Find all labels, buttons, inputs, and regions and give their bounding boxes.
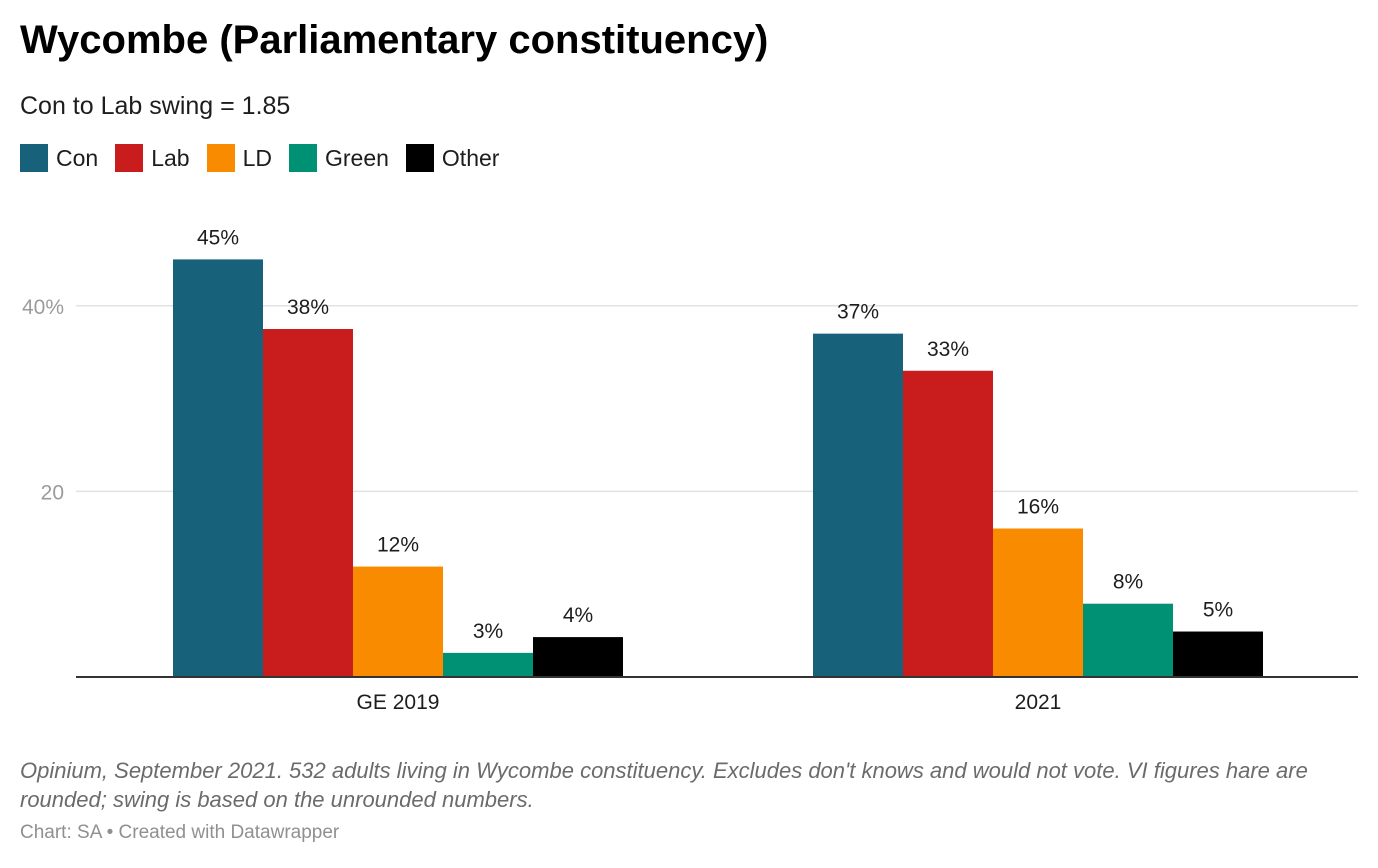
y-tick-label: 20 <box>41 481 64 504</box>
bar-con-1 <box>813 333 903 677</box>
legend-item-con: Con <box>20 144 98 172</box>
data-label: 8% <box>1113 571 1143 594</box>
bar-lab-1 <box>903 370 993 677</box>
data-label: 4% <box>563 604 593 627</box>
legend-swatch-con <box>20 144 48 172</box>
data-label: 45% <box>197 226 239 249</box>
data-label: 12% <box>377 534 419 557</box>
legend-label-lab: Lab <box>151 144 190 171</box>
data-label: 16% <box>1017 496 1059 519</box>
x-category-label: 2021 <box>1015 691 1062 714</box>
chart-subtitle: Con to Lab swing = 1.85 <box>20 92 291 120</box>
bar-green-0 <box>443 652 533 677</box>
legend-label-ld: LD <box>242 144 272 171</box>
legend-label-green: Green <box>324 144 389 171</box>
legend-swatch-lab <box>115 144 144 172</box>
data-label: 37% <box>837 301 879 324</box>
bar-ld-0 <box>353 566 443 677</box>
bar-green-1 <box>1083 603 1173 677</box>
chart-byline: Chart: SA • Created with Datawrapper <box>20 822 340 843</box>
legend-item-lab: Lab <box>115 144 190 172</box>
y-tick-label: 40% <box>22 296 64 319</box>
legend-swatch-green <box>288 144 317 172</box>
legend-item-other: Other <box>405 144 500 172</box>
data-label: 38% <box>287 296 329 319</box>
data-label: 33% <box>927 338 969 361</box>
bar-ld-1 <box>993 528 1083 677</box>
legend: Con Lab LD Green Other <box>20 144 516 172</box>
bar-chart: 20 40% 45% 37% 38% 33% 12% 16% 3% 8% 4% 5% GE 2019 20… <box>22 226 1358 714</box>
data-label: 5% <box>1203 599 1233 622</box>
legend-swatch-other <box>405 144 434 172</box>
legend-item-ld: LD <box>206 144 272 172</box>
x-category-label: GE 2019 <box>357 691 440 714</box>
legend-label-con: Con <box>56 144 99 171</box>
bar-other-1 <box>1173 631 1263 677</box>
legend-swatch-ld <box>206 144 235 172</box>
data-label: 3% <box>473 620 503 643</box>
source-notes: Opinium, September 2021. 532 adults livi… <box>20 758 1308 812</box>
bar-lab-0 <box>263 329 353 677</box>
bar-other-0 <box>533 637 623 677</box>
legend-label-other: Other <box>441 144 500 171</box>
legend-item-green: Green <box>288 144 389 172</box>
chart-title: Wycombe (Parliamentary constituency) <box>20 18 769 62</box>
bar-con-0 <box>173 259 263 677</box>
